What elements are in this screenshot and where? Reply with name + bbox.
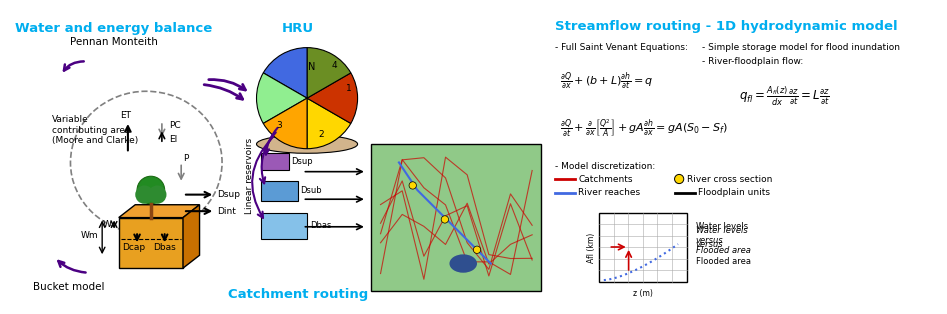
- FancyBboxPatch shape: [118, 218, 183, 268]
- Text: - Simple storage model for flood inundation: - Simple storage model for flood inundat…: [702, 43, 900, 52]
- Ellipse shape: [257, 135, 358, 153]
- Text: River cross section: River cross section: [687, 175, 772, 183]
- Circle shape: [441, 216, 449, 223]
- Text: Water levels: Water levels: [696, 222, 748, 231]
- Wedge shape: [263, 48, 307, 98]
- Text: - Model discretization:: - Model discretization:: [555, 162, 655, 171]
- Polygon shape: [118, 205, 200, 218]
- Text: Catchment routing: Catchment routing: [227, 288, 368, 301]
- Wedge shape: [307, 48, 350, 98]
- Text: - Full Saint Venant Equations:: - Full Saint Venant Equations:: [555, 43, 688, 52]
- FancyBboxPatch shape: [371, 144, 542, 291]
- Circle shape: [474, 246, 481, 253]
- Text: Water levels
versus
Flooded area: Water levels versus Flooded area: [696, 226, 751, 256]
- Wedge shape: [307, 98, 350, 149]
- Text: - River-floodplain flow:: - River-floodplain flow:: [702, 57, 803, 66]
- Text: Afl (km): Afl (km): [587, 232, 597, 263]
- Text: Dint: Dint: [217, 207, 236, 216]
- Text: Linear reservoirs: Linear reservoirs: [244, 138, 254, 214]
- Circle shape: [409, 182, 417, 189]
- Text: Dsup: Dsup: [217, 190, 240, 199]
- Text: 3: 3: [277, 121, 282, 130]
- Text: Flooded area: Flooded area: [696, 257, 751, 266]
- FancyBboxPatch shape: [599, 213, 687, 282]
- Text: 4: 4: [331, 62, 337, 71]
- Wedge shape: [263, 98, 307, 149]
- Wedge shape: [257, 73, 307, 123]
- Circle shape: [135, 186, 153, 204]
- Text: Floodplain units: Floodplain units: [698, 188, 770, 197]
- Text: HRU: HRU: [282, 22, 313, 35]
- Text: 2: 2: [318, 130, 324, 139]
- Text: Dbas: Dbas: [153, 243, 176, 252]
- Text: versus: versus: [696, 240, 724, 248]
- Text: $q_{fl} = \frac{A_{fl}(z)}{dx}\frac{\partial z}{\partial t} = L\frac{\partial z}: $q_{fl} = \frac{A_{fl}(z)}{dx}\frac{\par…: [739, 84, 830, 107]
- Text: z (m): z (m): [633, 289, 652, 298]
- Text: Pennan Monteith: Pennan Monteith: [70, 37, 158, 46]
- Ellipse shape: [450, 254, 477, 273]
- Text: Bucket model: Bucket model: [33, 282, 105, 292]
- Text: EI: EI: [170, 135, 177, 144]
- Circle shape: [674, 174, 684, 184]
- Polygon shape: [183, 205, 200, 268]
- Text: 1: 1: [346, 84, 351, 94]
- Wedge shape: [307, 73, 358, 123]
- FancyBboxPatch shape: [261, 153, 289, 170]
- Circle shape: [137, 176, 165, 204]
- Text: Catchments: Catchments: [578, 175, 633, 183]
- Text: Dcap: Dcap: [122, 243, 145, 252]
- Text: Wm: Wm: [80, 231, 98, 241]
- Text: Variable
contributing area
(Moore and Clarke): Variable contributing area (Moore and Cl…: [52, 116, 138, 145]
- Text: $\frac{\partial Q}{\partial t} + \frac{\partial}{\partial x}\left[\frac{Q^2}{A}\: $\frac{\partial Q}{\partial t} + \frac{\…: [560, 116, 727, 138]
- FancyBboxPatch shape: [261, 181, 298, 201]
- Text: Dsup: Dsup: [292, 157, 313, 166]
- Text: $\frac{\partial Q}{\partial x} + (b+L)\frac{\partial h}{\partial t} = q$: $\frac{\partial Q}{\partial x} + (b+L)\f…: [560, 71, 653, 93]
- Text: PC: PC: [170, 122, 181, 131]
- Text: Streamflow routing - 1D hydrodynamic model: Streamflow routing - 1D hydrodynamic mod…: [555, 20, 898, 33]
- Text: Water and energy balance: Water and energy balance: [15, 22, 213, 35]
- Text: W: W: [102, 219, 112, 229]
- Text: Dbas: Dbas: [310, 221, 331, 230]
- Text: River reaches: River reaches: [578, 188, 640, 197]
- Text: ET: ET: [120, 111, 132, 120]
- Circle shape: [148, 186, 167, 204]
- Text: N: N: [308, 62, 315, 72]
- FancyBboxPatch shape: [261, 213, 307, 239]
- Text: P: P: [183, 154, 188, 163]
- Text: Dsub: Dsub: [300, 187, 322, 195]
